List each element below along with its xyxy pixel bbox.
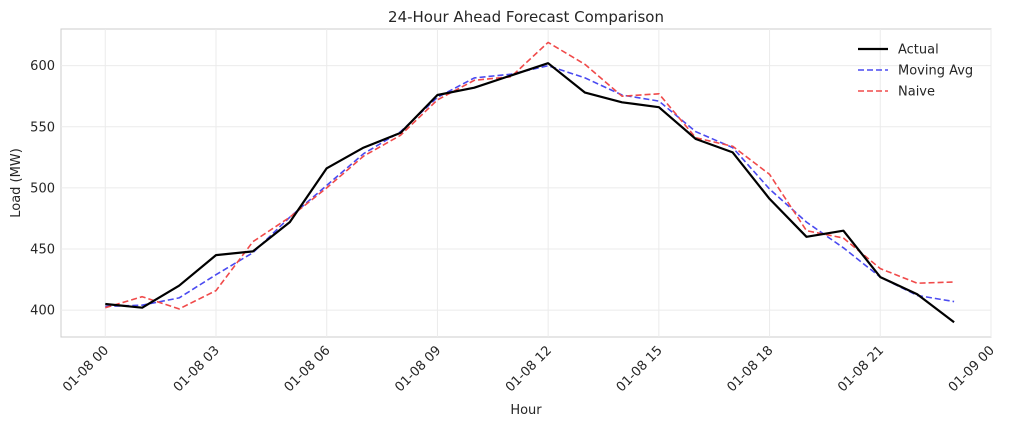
y-tick-label: 600 <box>30 59 55 74</box>
x-tick-label: 01-08 21 <box>835 343 887 395</box>
x-tick-label: 01-08 18 <box>724 343 776 395</box>
legend-label: Actual <box>898 43 939 58</box>
x-tick-label: 01-08 03 <box>171 343 223 395</box>
x-tick-label: 01-09 00 <box>946 343 998 395</box>
x-tick-label: 01-08 12 <box>503 343 555 395</box>
x-tick-label: 01-08 00 <box>60 343 112 395</box>
x-tick-label: 01-08 09 <box>392 343 444 395</box>
y-axis-label: Load (MW) <box>9 148 24 218</box>
y-tick-label: 500 <box>30 181 55 196</box>
x-axis-label: Hour <box>510 403 542 418</box>
legend-label: Naive <box>898 85 935 100</box>
y-tick-label: 400 <box>30 304 55 319</box>
plot-area <box>60 28 992 338</box>
series-layer <box>105 41 955 324</box>
series-line-naive <box>105 41 955 310</box>
x-tick-label: 01-08 15 <box>614 343 666 395</box>
chart-title: 24-Hour Ahead Forecast Comparison <box>388 8 664 26</box>
y-tick-label: 550 <box>30 120 55 135</box>
legend-label: Moving Avg <box>898 64 973 79</box>
y-tick-label: 450 <box>30 243 55 258</box>
series-line-actual <box>105 62 955 324</box>
grid-lines <box>61 29 992 337</box>
x-tick-label: 01-08 06 <box>282 343 334 395</box>
legend: Actual Moving Avg Naive <box>858 43 973 100</box>
